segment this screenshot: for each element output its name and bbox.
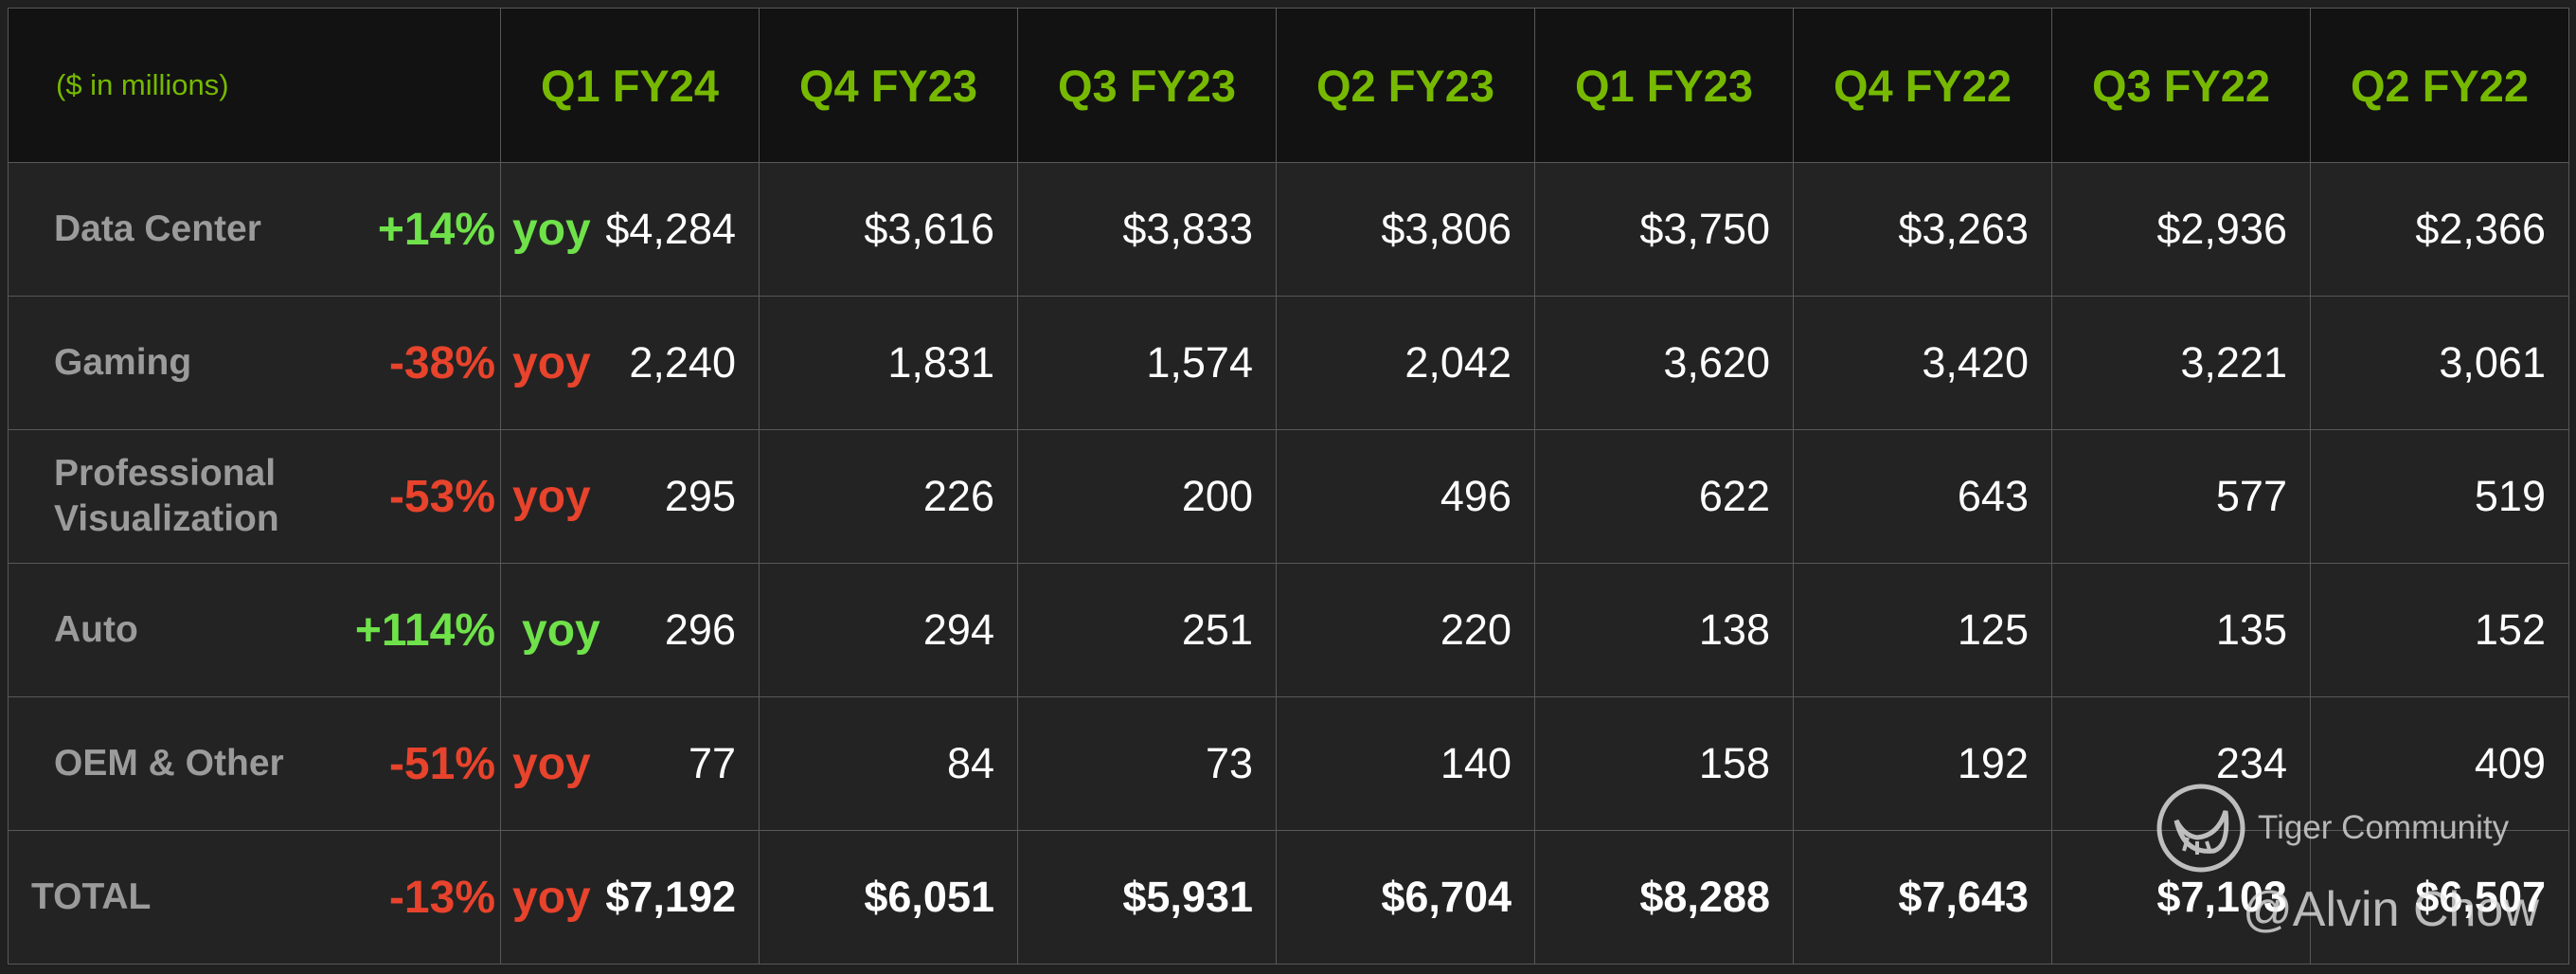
value-cell: 192 (1793, 696, 2052, 831)
yoy-label: yoy (512, 337, 591, 388)
value-cell: 158 (1534, 696, 1794, 831)
quarter-header: Q1 FY24 (500, 8, 760, 163)
value-cell: $2,936 (2051, 162, 2311, 297)
unit-label: ($ in millions) (8, 8, 501, 163)
tiger-logo-icon (2156, 784, 2245, 873)
quarter-header: Q1 FY23 (1534, 8, 1794, 163)
value-cell: 152 (2310, 563, 2569, 697)
watermark-author: @Alvin Chow (2243, 882, 2539, 937)
value-cell: $7,103 (2051, 830, 2311, 965)
value-cell: $6,507 (2310, 830, 2569, 965)
table-row: Professional Visualization -53% yoy 295 226 2… (8, 429, 2569, 564)
yoy-label: yoy (512, 204, 591, 255)
value-cell: 1,574 (1017, 296, 1277, 430)
watermark-brand-text: Tiger Community (2258, 809, 2510, 846)
quarter-header: Q3 FY22 (2051, 8, 2311, 163)
yoy-change: -51% (388, 738, 495, 789)
value-cell: $7,643 (1793, 830, 2052, 965)
value-cell: 3,420 (1793, 296, 2052, 430)
watermark-brand: Tiger Community (2156, 783, 2509, 874)
segment-label: Professional Visualization (54, 453, 279, 539)
value-cell: 138 (1534, 563, 1794, 697)
value-cell: $7,192 (500, 830, 760, 965)
segment-cell: OEM & Other -51% yoy (8, 696, 591, 831)
value-cell: 200 (1017, 429, 1277, 564)
value-cell: $4,284 (500, 162, 760, 297)
value-cell: 3,620 (1534, 296, 1794, 430)
value-cell: $5,931 (1017, 830, 1277, 965)
value-cell: $2,366 (2310, 162, 2569, 297)
segment-label: TOTAL (31, 876, 152, 918)
value-cell: $3,263 (1793, 162, 2052, 297)
table-row: Auto +114% yoy 296 294 251 220 138 125 135 152 (8, 563, 2569, 697)
value-cell: 2,042 (1276, 296, 1535, 430)
revenue-by-segment-table: ($ in millions) Q1 FY24 Q4 FY23 Q3 FY23 … (8, 8, 2569, 965)
value-cell: 1,831 (759, 296, 1018, 430)
value-cell: $3,806 (1276, 162, 1535, 297)
value-cell: 643 (1793, 429, 2052, 564)
yoy-label: yoy (512, 471, 591, 522)
value-cell: $6,704 (1276, 830, 1535, 965)
segment-cell: Auto +114% yoy (8, 563, 600, 697)
quarter-header: Q4 FY22 (1793, 8, 2052, 163)
value-cell: $3,616 (759, 162, 1018, 297)
yoy-change: +14% (377, 204, 495, 255)
yoy-label: yoy (522, 604, 600, 656)
segment-label: Auto (54, 609, 138, 651)
segment-label: OEM & Other (54, 743, 284, 785)
yoy-change: -13% (388, 872, 495, 923)
quarter-header: Q4 FY23 (759, 8, 1018, 163)
value-cell: 73 (1017, 696, 1277, 831)
quarter-header: Q3 FY23 (1017, 8, 1277, 163)
value-cell: 140 (1276, 696, 1535, 831)
table-row: Data Center +14% yoy $4,284 $3,616 $3,833 $3,8… (8, 162, 2569, 297)
value-cell: 234 (2051, 696, 2311, 831)
value-cell: 296 (500, 563, 760, 697)
table-row: TOTAL -13% yoy $7,192 $6,051 $5,931 $6,704 $8,2… (8, 830, 2569, 965)
value-cell: 2,240 (500, 296, 760, 430)
value-cell: 226 (759, 429, 1018, 564)
segment-label: Gaming (54, 342, 192, 384)
value-cell: $6,051 (759, 830, 1018, 965)
yoy-label: yoy (512, 738, 591, 789)
quarter-header: Q2 FY22 (2310, 8, 2569, 163)
segment-label: Data Center (54, 208, 261, 250)
segment-cell: TOTAL -13% yoy (8, 830, 591, 965)
segment-cell: Data Center +14% yoy (8, 162, 591, 297)
value-cell: 496 (1276, 429, 1535, 564)
value-cell: 409 (2310, 696, 2569, 831)
value-cell: $8,288 (1534, 830, 1794, 965)
value-cell: 251 (1017, 563, 1277, 697)
yoy-label: yoy (512, 872, 591, 923)
value-cell: 84 (759, 696, 1018, 831)
value-cell: 295 (500, 429, 760, 564)
yoy-change: -53% (388, 471, 495, 522)
value-cell: 577 (2051, 429, 2311, 564)
yoy-change: -38% (388, 337, 495, 388)
segment-cell: Gaming -38% yoy (8, 296, 591, 430)
value-cell: 135 (2051, 563, 2311, 697)
table-row: Gaming -38% yoy 2,240 1,831 1,574 2,042 3,620 3,… (8, 296, 2569, 430)
header-row: ($ in millions) Q1 FY24 Q4 FY23 Q3 FY23 … (8, 8, 2569, 163)
value-cell: 77 (500, 696, 760, 831)
value-cell: 125 (1793, 563, 2052, 697)
value-cell: 294 (759, 563, 1018, 697)
segment-cell: Professional Visualization -53% yoy (8, 429, 591, 564)
value-cell: $3,833 (1017, 162, 1277, 297)
yoy-change: +114% (354, 604, 495, 656)
value-cell: $3,750 (1534, 162, 1794, 297)
value-cell: 220 (1276, 563, 1535, 697)
value-cell: 519 (2310, 429, 2569, 564)
value-cell: 3,061 (2310, 296, 2569, 430)
quarter-header: Q2 FY23 (1276, 8, 1535, 163)
value-cell: 3,221 (2051, 296, 2311, 430)
table-row: OEM & Other -51% yoy 77 84 73 140 158 192 234 409 (8, 696, 2569, 831)
value-cell: 622 (1534, 429, 1794, 564)
